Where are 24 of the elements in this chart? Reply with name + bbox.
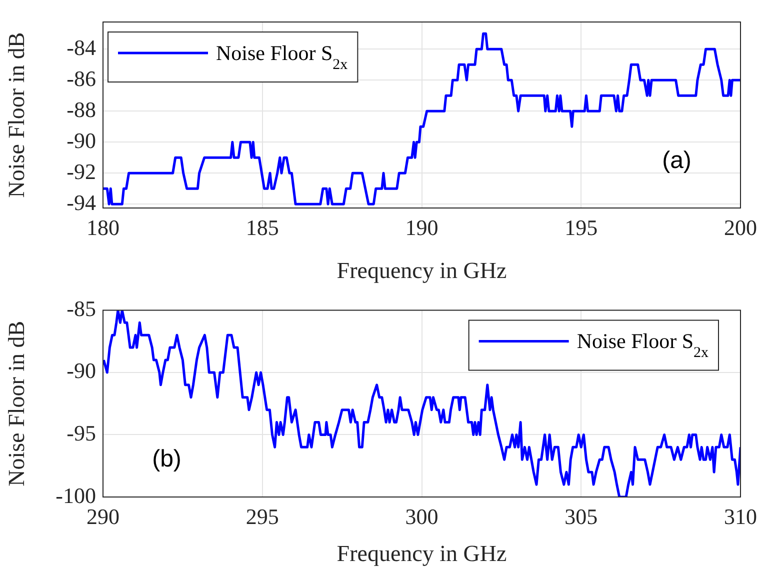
x-tick-label: 195	[564, 214, 598, 240]
y-tick-label: -95	[66, 420, 96, 446]
x-tick-label: 180	[86, 214, 120, 240]
x-tick-label: 185	[246, 214, 279, 240]
y-tick-label: -90	[66, 358, 96, 384]
x-axis-title: Frequency in GHz	[336, 258, 507, 284]
y-tick-label: -85	[66, 296, 96, 321]
y-axis-title: Noise Floor in dB	[4, 32, 29, 198]
x-axis-title: Frequency in GHz	[336, 541, 507, 566]
x-tick-label: 300	[405, 504, 438, 529]
x-tick-label: 200	[724, 214, 757, 240]
y-tick-label: -90	[66, 128, 96, 153]
x-tick-label: 190	[405, 214, 438, 240]
y-tick-label: -84	[66, 34, 96, 60]
x-tick-label: 295	[246, 504, 279, 529]
y-tick-label: -88	[66, 96, 96, 122]
y-tick-label: -86	[66, 66, 96, 91]
annotation: (a)	[662, 147, 692, 174]
x-tick-label: 305	[564, 504, 598, 529]
y-tick-label: -94	[66, 190, 96, 215]
y-axis-title: Noise Floor in dB	[4, 320, 29, 486]
annotation: (b)	[152, 445, 182, 472]
x-tick-label: 310	[724, 504, 757, 529]
y-tick-label: -92	[66, 158, 96, 184]
